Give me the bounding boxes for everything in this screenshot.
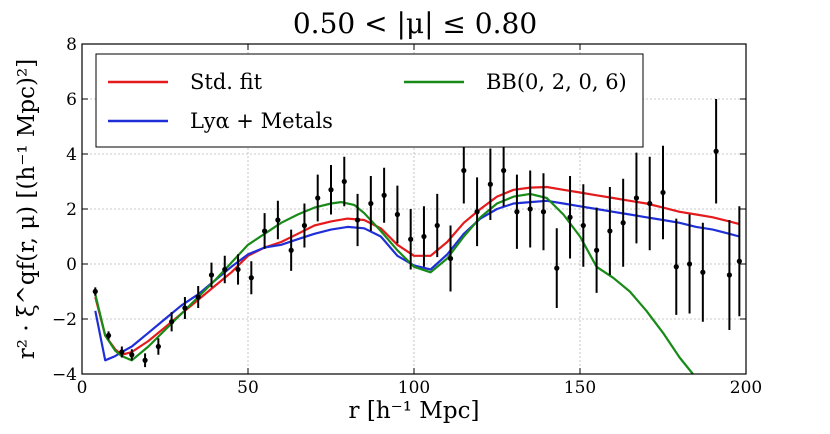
data-point	[119, 349, 125, 355]
plot-series	[94, 185, 740, 375]
y-tick-label: 6	[66, 90, 77, 110]
data-point	[368, 200, 374, 207]
data-point	[660, 189, 666, 196]
data-point	[434, 222, 440, 229]
x-tick-label: 50	[237, 378, 259, 398]
data-point	[700, 269, 706, 275]
data-point	[354, 217, 361, 223]
data-point	[169, 319, 175, 325]
data-point	[567, 214, 573, 220]
data-point	[686, 261, 693, 267]
data-point	[447, 255, 454, 262]
series-line-bb-0-2-0-6	[94, 192, 694, 375]
x-tick-label: 100	[398, 378, 430, 398]
legend: Std. fit BB(0, 2, 0, 6) Lyα + Metals	[95, 53, 644, 148]
legend-label-lya-metals: Lyα + Metals	[190, 109, 333, 133]
data-point	[315, 195, 321, 201]
data-point	[142, 357, 148, 363]
y-tick-label: 4	[66, 145, 77, 165]
data-point	[736, 258, 742, 264]
x-axis-label: r [h⁻¹ Mpc]	[349, 398, 480, 424]
data-point	[105, 332, 112, 339]
y-tick-label: −2	[52, 310, 77, 330]
data-point	[647, 200, 653, 207]
data-point	[195, 294, 201, 300]
data-point	[155, 343, 161, 350]
data-point	[487, 181, 493, 187]
data-point	[262, 228, 268, 234]
data-point	[394, 211, 400, 218]
data-point	[381, 192, 387, 198]
y-tick-label: −4	[52, 365, 77, 385]
data-point	[501, 167, 507, 174]
data-point	[594, 247, 600, 253]
data-point	[527, 206, 533, 212]
ticks: 0 50 100 150 200 −4 −2 0 2 4 6 8	[52, 35, 762, 398]
data-point	[461, 167, 467, 174]
data-point	[235, 266, 241, 273]
series-line-std-fit	[94, 185, 740, 356]
chart-title: 0.50 < |μ| ≤ 0.80	[293, 7, 537, 40]
y-tick-label: 0	[66, 255, 77, 275]
data-point	[129, 352, 135, 358]
data-point	[301, 222, 308, 229]
data-point	[474, 209, 480, 215]
legend-label-std-fit: Std. fit	[190, 70, 263, 94]
data-point	[248, 275, 254, 281]
data-point	[421, 233, 427, 240]
legend-box	[95, 53, 644, 148]
data-point	[726, 272, 733, 278]
data-point	[275, 217, 281, 223]
data-point	[408, 236, 414, 242]
data-point	[673, 264, 679, 270]
data-point	[620, 220, 626, 226]
y-axis-label: r² · ξ^qf(r, μ) [(h⁻¹ Mpc)²]	[14, 59, 40, 359]
data-point	[341, 178, 347, 185]
x-tick-label: 0	[77, 378, 88, 398]
data-point	[713, 148, 719, 154]
y-tick-label: 2	[66, 200, 77, 220]
data-point	[208, 272, 215, 278]
data-point	[514, 209, 520, 215]
data-point	[540, 209, 547, 215]
series-line-ly-metals	[94, 199, 740, 362]
data-point	[288, 247, 294, 253]
data-point	[554, 265, 560, 271]
y-tick-label: 8	[66, 35, 77, 55]
data-point	[92, 288, 98, 295]
x-tick-label: 150	[564, 378, 596, 398]
data-point	[633, 195, 640, 201]
data-point	[580, 222, 586, 229]
data-point	[182, 305, 188, 311]
data-point	[607, 228, 613, 234]
data-point	[328, 187, 334, 193]
data-point	[222, 266, 228, 273]
data-points	[92, 99, 742, 368]
x-tick-label: 200	[730, 378, 762, 398]
legend-label-bb: BB(0, 2, 0, 6)	[486, 70, 627, 94]
